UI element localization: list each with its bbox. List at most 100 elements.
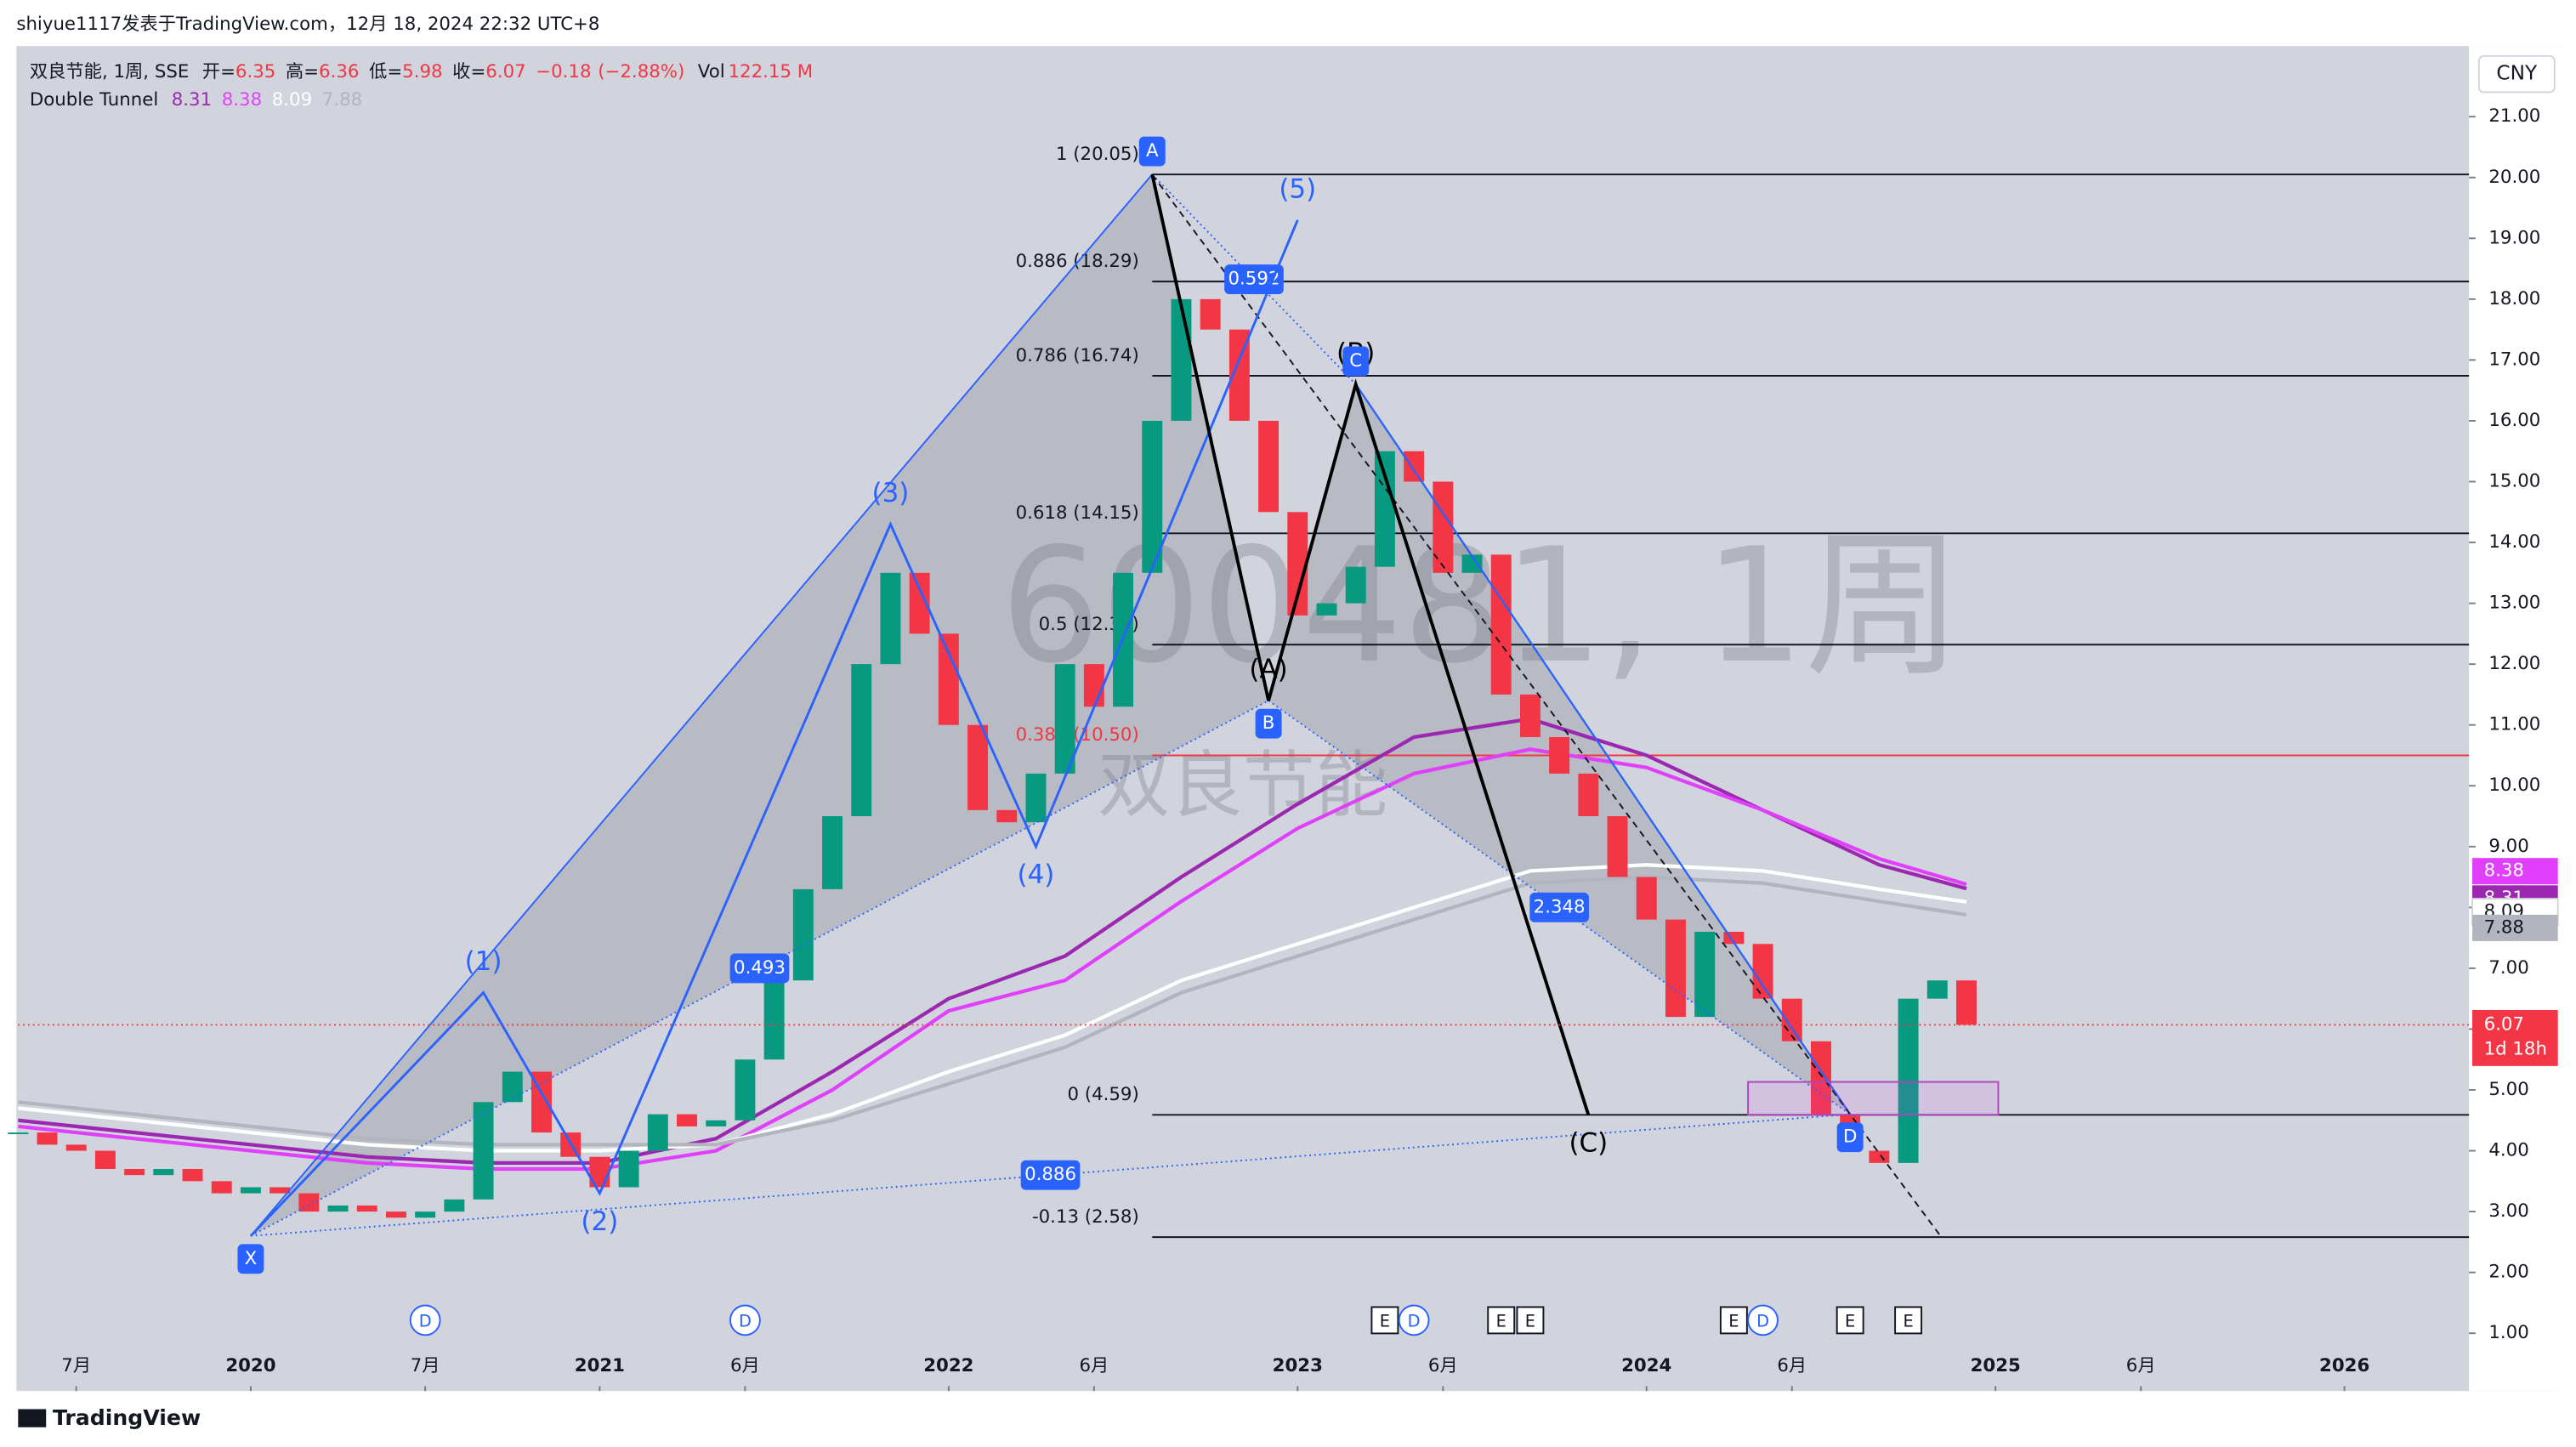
candle [1374,451,1395,567]
candle [763,980,785,1060]
candle [938,633,959,725]
candle [1228,329,1250,421]
candle [1083,664,1104,707]
event-icon [409,1304,441,1336]
y-tick-label: 4.00 [2488,1140,2528,1161]
pattern-point-label: C [1349,350,1362,372]
y-tick-label: 16.00 [2488,410,2540,431]
candle [502,1071,523,1103]
legend-volume: 122.15 M [729,61,814,82]
event-icon [1719,1306,1748,1335]
candle [1694,931,1716,1018]
legend-change-pct: (−2.88%) [598,61,684,82]
candle [37,1132,58,1145]
pattern-diagonal [250,1113,1851,1237]
plot: 1.002.003.004.005.006.007.008.009.0010.0… [8,105,2559,1392]
candle [415,1212,436,1218]
event-icon [1516,1306,1545,1335]
candle [444,1199,465,1212]
ma-line [18,863,1967,1153]
event-label: E [1380,1311,1390,1331]
candle [1345,566,1366,604]
y-tick-label: 11.00 [2488,714,2540,735]
y-tick-label: 7.00 [2488,957,2528,979]
x-tick-label: 6月 [1777,1355,1807,1376]
x-tick-label: 6月 [1079,1355,1109,1376]
candle [1549,737,1570,774]
candle [327,1205,349,1212]
candle [792,888,814,981]
ma-line [18,875,1967,1147]
indicator-value: 8.09 [272,89,312,111]
y-tick-label: 10.00 [2488,775,2540,796]
legend-value: 6.36 [319,61,359,82]
y-tick-label: 18.00 [2488,288,2540,309]
fib-label: 0.618 (14.15) [1016,502,1139,524]
abc-line [1150,173,1591,1115]
candle [94,1150,116,1170]
legend-value: 6.35 [235,61,275,82]
pattern-leg [1354,383,1852,1115]
legend-label: 收= [452,61,485,82]
waves-label: (3) [871,478,909,508]
waves-label: (5) [1279,173,1316,204]
y-tick-label: 9.00 [2488,836,2528,857]
candle [618,1150,639,1188]
currency[interactable]: CNY [2496,62,2538,85]
fib-label: 0 (4.59) [1067,1084,1138,1105]
pattern-point-box [1342,346,1370,377]
footer-brand: TradingView [53,1405,201,1430]
x-tick-label: 2023 [1273,1355,1323,1376]
ratio-label: 0.493 [734,957,786,979]
event-label: E [1903,1311,1913,1331]
waves-label: (1) [465,946,502,977]
fib-label: 0.886 (18.29) [1016,251,1139,272]
pattern-point-label: A [1146,140,1159,162]
ma-tag-label: 7.88 [2484,916,2524,938]
candle [240,1187,261,1194]
candle [356,1205,377,1212]
candle [1926,980,1948,999]
candle [1054,664,1075,774]
y-tick-label: 20.00 [2488,167,2540,188]
pattern-point-box [1138,136,1166,167]
candle [1200,298,1221,330]
legend-label: 低= [369,61,402,82]
waves-label: (2) [581,1206,618,1237]
x-tick-label: 7月 [411,1355,440,1376]
ratio-label: 0.886 [1024,1164,1076,1185]
candle [1142,420,1163,573]
x-tick-label: 6月 [2126,1355,2156,1376]
fib-label: 0.382 (10.50) [1016,724,1139,746]
waves-line [249,219,1299,1237]
event-label: E [1525,1311,1535,1331]
footer-logo [18,1409,47,1427]
candle [677,1114,697,1126]
ratio-label: 2.348 [1534,896,1586,917]
candle [1316,603,1337,616]
x-tick-label: 6月 [1428,1355,1458,1376]
ratio-box [1529,892,1589,922]
fib-label: 1 (20.05) [1056,144,1139,165]
x-tick-label: 7月 [61,1355,91,1376]
event-label: D [419,1311,432,1331]
pattern-point-box [1255,708,1282,739]
x-tick-label: 2024 [1621,1355,1671,1376]
legend-value: 6.07 [485,61,525,82]
candle [270,1187,291,1194]
candle [647,1114,668,1151]
candle [1461,554,1483,573]
candle [880,572,901,665]
event-icon [1487,1306,1516,1335]
candle [909,572,930,634]
currency-button[interactable] [2477,54,2556,94]
event-label: E [1496,1311,1506,1331]
candle [1956,980,1977,1025]
candle [1519,694,1540,738]
candle [735,1059,756,1121]
target-zone [1747,1081,2000,1116]
candle [211,1181,232,1194]
legend-value: 5.98 [402,61,442,82]
candle [473,1102,494,1200]
